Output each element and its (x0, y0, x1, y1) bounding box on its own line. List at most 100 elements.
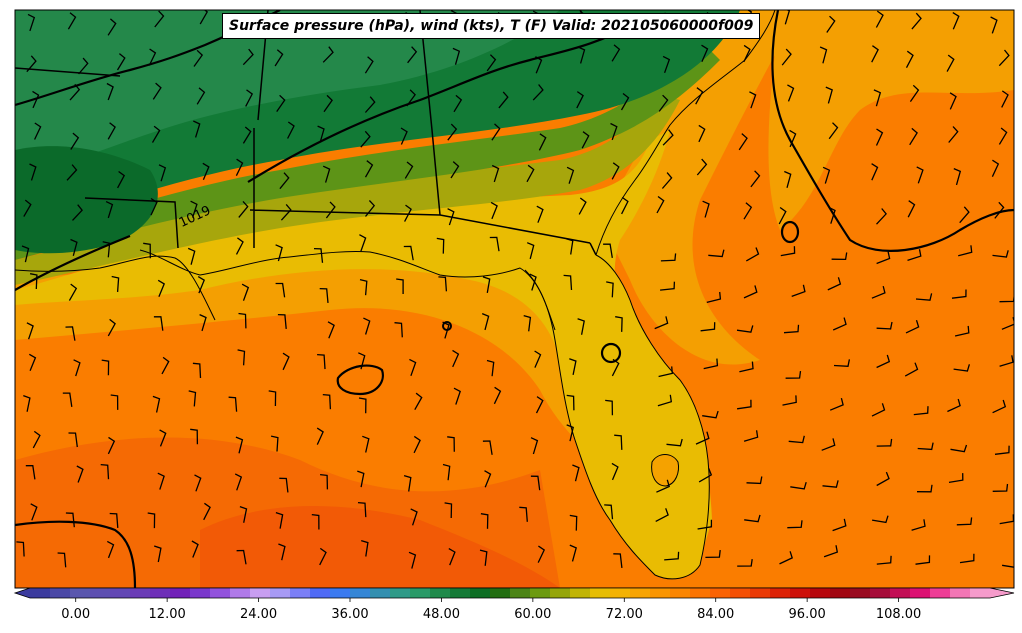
gulf-red-orange (200, 506, 560, 588)
wind-barb (743, 285, 758, 299)
wind-barb (498, 91, 509, 109)
wind-barb (34, 122, 42, 140)
wind-barb (829, 397, 844, 411)
wind-barb (32, 430, 41, 449)
wind-barb (479, 549, 488, 566)
isobar-atlantic (771, 10, 1014, 252)
wind-barb (876, 471, 890, 487)
colorbar-segment (170, 588, 191, 598)
wind-barb (782, 395, 797, 406)
wind-barb (67, 12, 77, 30)
wind-barb (821, 438, 836, 451)
wind-barb (577, 46, 586, 64)
wind-barb (116, 53, 126, 71)
colorbar-tick-label: 60.00 (514, 607, 552, 622)
wind-barb (486, 54, 497, 72)
wind-barb (743, 44, 751, 63)
wind-barb (662, 129, 674, 146)
wind-barb (442, 321, 450, 339)
wind-barb (526, 242, 535, 260)
wind-barb (152, 82, 162, 100)
wind-barb (282, 352, 290, 371)
wind-barb (695, 431, 710, 445)
wind-barb (657, 394, 673, 407)
wind-barb (102, 241, 111, 258)
wind-barb (235, 237, 244, 255)
colorbar-tick-label: 72.00 (605, 607, 643, 622)
wind-barb (106, 540, 115, 559)
colorbar-tick-label: 12.00 (148, 607, 186, 622)
wind-barb (610, 122, 618, 141)
wind-barb (65, 326, 76, 341)
colorbar-segment (850, 588, 871, 598)
wind-barb (990, 16, 998, 34)
wind-barb (148, 48, 157, 66)
wind-barb (319, 547, 327, 566)
colorbar-extend-low (15, 588, 30, 598)
wind-barb (65, 512, 75, 528)
coastline-atlantic (595, 10, 776, 256)
wind-barb (999, 355, 1014, 367)
wind-barb (29, 163, 37, 181)
wind-barb (581, 131, 590, 149)
wind-barb (28, 353, 37, 372)
wind-barb (950, 444, 968, 453)
wind-barb (569, 514, 578, 531)
wind-barb (620, 92, 630, 111)
wind-barb (68, 432, 78, 448)
wind-barb (21, 245, 30, 263)
wind-barb (157, 472, 165, 490)
wind-barb (447, 123, 458, 141)
wind-barb (532, 84, 544, 101)
wind-barb (29, 273, 38, 290)
wind-barb (486, 359, 495, 377)
wind-barb (656, 195, 665, 214)
wind-barb (787, 84, 795, 102)
colorbar-tick-label: 0.00 (61, 607, 91, 622)
colorbar-segment (230, 588, 251, 598)
wind-barb (666, 438, 683, 447)
wind-barb (911, 519, 926, 531)
colorbar-segment (450, 588, 471, 598)
wind-barb (143, 242, 151, 259)
colorbar-extend-high (990, 588, 1014, 598)
wind-barb (23, 394, 31, 412)
colorbar-segment (930, 588, 951, 598)
colorbar-tick-label: 48.00 (422, 607, 461, 622)
wind-barb (603, 243, 613, 259)
wind-barb (611, 462, 619, 481)
wind-barb (280, 203, 292, 221)
map-title: Surface pressure (hPa), wind (kts), T (F… (222, 13, 761, 39)
colorbar-segment (570, 588, 591, 598)
wind-barb (361, 539, 369, 557)
wind-barb (654, 316, 669, 330)
wind-barb (358, 352, 366, 370)
wind-barb (234, 473, 243, 491)
wind-barb (23, 199, 32, 217)
wind-barb (406, 89, 416, 107)
colorbar-segment (250, 588, 271, 598)
wind-barb (322, 165, 331, 183)
wind-barb (413, 435, 421, 454)
wind-barb (452, 47, 461, 65)
wind-barb (481, 313, 490, 331)
wind-barb (396, 278, 404, 294)
wind-barb (453, 94, 463, 113)
wind-barb (194, 474, 202, 492)
wind-barb (450, 161, 460, 179)
wind-barb (658, 366, 673, 378)
wind-barb (916, 484, 933, 493)
wind-barb (614, 434, 623, 450)
wind-barb (448, 548, 456, 566)
wind-barb (784, 170, 792, 188)
wind-barb (239, 505, 248, 523)
wind-barb (159, 429, 167, 447)
colorbar-segment (670, 588, 691, 598)
wind-barb (701, 44, 709, 62)
colorbar-segment (290, 588, 311, 598)
isobar-1019 (15, 19, 641, 291)
wind-barb (199, 10, 209, 25)
wind-barb (400, 127, 408, 145)
colorbar-segment (550, 588, 571, 598)
wind-barb (452, 349, 460, 368)
